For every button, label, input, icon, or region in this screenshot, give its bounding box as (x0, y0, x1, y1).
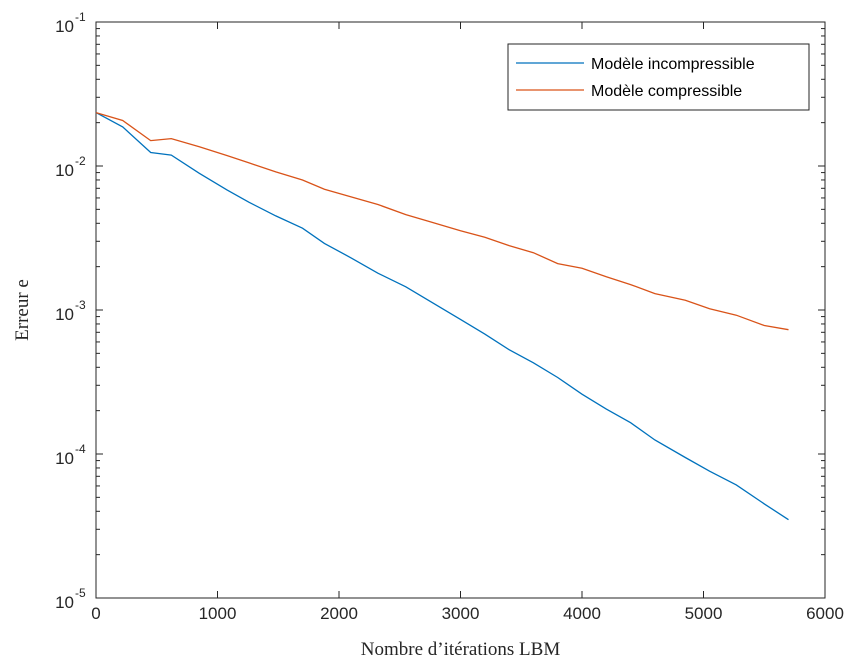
series-line-1 (95, 111, 789, 331)
y-tick-exponent: -3 (75, 298, 86, 312)
y-tick-exponent: -2 (75, 154, 86, 168)
y-tick-exponent: -4 (75, 442, 86, 456)
legend: Modèle incompressible Modèle compressibl… (507, 43, 810, 111)
y-tick-label: 10 (55, 305, 74, 324)
x-axis: 0 1000 2000 3000 4000 5000 6000 (91, 22, 844, 623)
plot-area: 0 1000 2000 3000 4000 5000 6000 10-510-410-310… (55, 10, 844, 623)
y-axis-label: Erreur e (12, 279, 33, 341)
legend-box (507, 43, 810, 111)
y-tick-label: 10 (55, 449, 74, 468)
x-tick-label: 0 (91, 604, 100, 623)
y-tick-exponent: -1 (75, 10, 86, 24)
legend-label-compressible: Modèle compressible (591, 83, 742, 100)
series-line-0 (95, 112, 789, 521)
y-tick-label: 10 (55, 161, 74, 180)
legend-label-incompressible: Modèle incompressible (591, 56, 755, 73)
x-tick-label: 6000 (806, 604, 844, 623)
x-tick-label: 3000 (442, 604, 480, 623)
y-tick-label: 10 (55, 17, 74, 36)
axes-box (95, 21, 826, 599)
x-tick-label: 2000 (320, 604, 358, 623)
x-tick-label: 5000 (685, 604, 723, 623)
x-tick-label: 1000 (199, 604, 237, 623)
y-tick-exponent: -5 (75, 586, 86, 600)
series-layer (95, 111, 789, 521)
y-tick-label: 10 (55, 593, 74, 612)
x-axis-label: Nombre d’itérations LBM (361, 639, 561, 660)
x-tick-label: 4000 (563, 604, 601, 623)
y-axis: 10-510-410-310-210-1 (55, 10, 825, 612)
